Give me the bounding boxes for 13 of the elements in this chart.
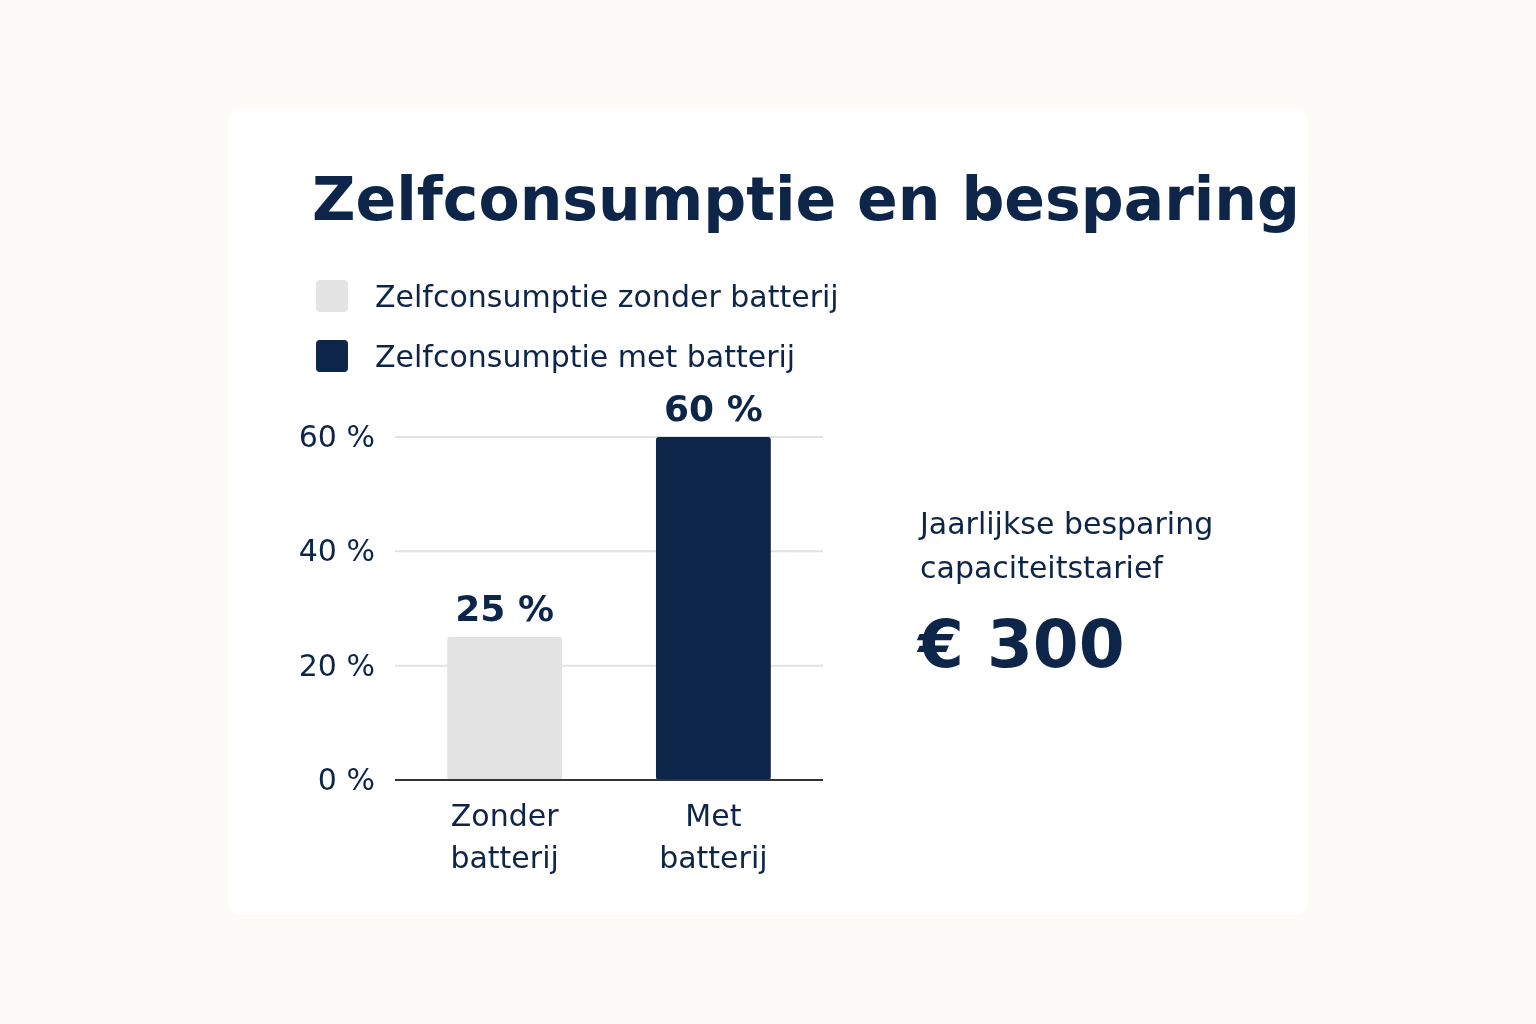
y-tick-label: 20 %	[298, 647, 375, 683]
data-label: 25 %	[455, 588, 554, 630]
y-tick-label: 0 %	[317, 762, 375, 798]
legend-label: Zelfconsumptie zonder batterij	[375, 279, 839, 314]
text: € 300	[916, 606, 1125, 683]
y-tick-label: 40 %	[298, 533, 375, 569]
y-tick-label: 60 %	[298, 419, 375, 455]
x-tick-label: Met batterij	[659, 798, 768, 875]
data-label: 60 %	[664, 388, 763, 429]
legend-label: Zelfconsumptie met batterij	[375, 339, 796, 374]
chart-title: Zelfconsumptie en besparing	[312, 164, 1301, 234]
x-tick-label: Zonder batterij	[450, 798, 560, 875]
text: Jaarlijkse besparing capaciteitstarief	[918, 506, 1214, 585]
